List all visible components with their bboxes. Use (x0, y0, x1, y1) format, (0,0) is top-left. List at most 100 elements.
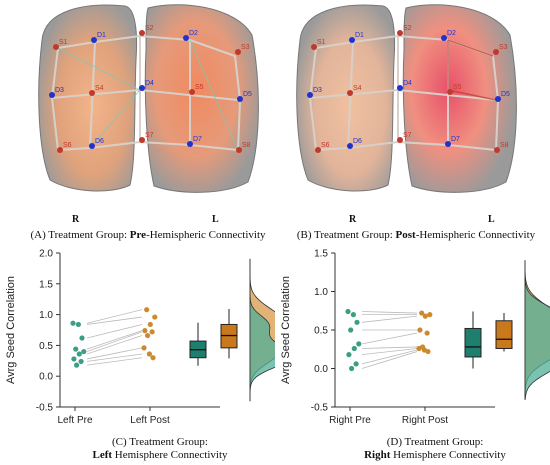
electrode-s3 (493, 49, 499, 55)
caption-B-bold: Post (395, 229, 416, 241)
caption-B: (B) Treatment Group: Post-Hemispheric Co… (282, 229, 550, 241)
chartC-ytick-label: 0.5 (39, 341, 53, 352)
electrode-s1 (53, 44, 59, 50)
chartD-pre-point (348, 327, 354, 333)
chartC-pre-point (75, 321, 81, 328)
caption-A-prefix: (A) Treatment Group: (30, 229, 130, 241)
chartC-post-point (150, 355, 156, 361)
chartC-post-point (142, 328, 148, 334)
brain-image-pre: S1 D1 S2 D2 S3 D3 S4 D4 S5 D5 S6 D6 S7 D7 S8 (38, 4, 259, 193)
label-L-B: L (488, 214, 495, 225)
electrode-s8 (494, 147, 500, 153)
electrode-d1 (349, 37, 355, 43)
caption-C-bold: Left (92, 449, 113, 461)
electrode-s4 (347, 90, 353, 96)
chartC-pre-point (81, 348, 87, 355)
electrode-d2 (441, 35, 447, 41)
electrode-d1 (91, 37, 97, 43)
chartD-pair-line (361, 351, 418, 369)
chartC-pre-point (70, 320, 76, 326)
electrode-d7 (445, 141, 451, 147)
chartC-post-point (145, 332, 151, 339)
electrode-label-s7: S7 (145, 132, 154, 139)
chartC-ylabel: Avrg Seed Correlation (5, 276, 17, 384)
electrode-label-d2: D2 (189, 30, 198, 37)
electrode-d4 (139, 85, 145, 91)
chartC-post-point (141, 345, 147, 351)
chartD-post-point (422, 313, 428, 319)
chartD-pre-point (351, 345, 357, 352)
chartC-pre-point (73, 346, 79, 352)
chartD-ylabel: Avrg Seed Correlation (280, 276, 292, 384)
electrode-s6 (57, 147, 63, 153)
left-hemisphere (144, 4, 259, 193)
chartD-pre-point (354, 319, 360, 325)
chartC-pair-line (86, 316, 143, 325)
chartD-post-point (424, 330, 430, 336)
caption-D-rest: Hemisphere Connectivity (390, 449, 506, 461)
electrode-label-d6: D6 (95, 138, 104, 145)
electrode-d5 (495, 96, 501, 102)
electrode-label-s6: S6 (63, 142, 72, 149)
chartC-post-point (146, 351, 152, 357)
electrode-label-d5: D5 (501, 91, 510, 98)
chartC-post-point (147, 321, 153, 328)
electrode-label-d5: D5 (243, 91, 252, 98)
chartD-xtick-label: Right Pre (329, 415, 371, 426)
caption-B-suffix: -Hemispheric Connectivity (415, 229, 536, 241)
chartC-pair-line (86, 330, 143, 350)
electrode-label-d4: D4 (403, 80, 412, 87)
electrode-label-s1: S1 (317, 39, 326, 46)
electrode-label-d3: D3 (313, 87, 322, 94)
chart-C: -0.5 0.0 0.5 1.0 1.5 2.0 Avrg Seed Correlation… (5, 249, 275, 426)
electrode-s7 (139, 137, 145, 143)
electrode-d4 (397, 85, 403, 91)
chartC-xtick-label: Left Pre (57, 415, 92, 426)
chartC-pre-point (71, 356, 77, 362)
electrode-d5 (237, 96, 243, 102)
caption-A-suffix: -Hemispheric Connectivity (146, 229, 266, 241)
chartC-pair-line (86, 347, 143, 360)
brain-image-post: S1 D1 S2 D2 S3 D3 S4 D4 S5 D5 S6 D6 S7 D7 S8 (296, 4, 517, 193)
electrode-d6 (347, 143, 353, 149)
chartD-post-point (417, 327, 423, 333)
chartD-xtick-label: Right Post (402, 415, 448, 426)
left-hemisphere (402, 4, 517, 193)
chartD-pair-line (361, 315, 418, 323)
chartD-box-pre (464, 327, 482, 358)
electrode-s5 (447, 89, 453, 95)
electrode-label-d7: D7 (193, 136, 202, 143)
caption-D-bold: Right (364, 449, 391, 461)
chartC-pair-line (86, 335, 143, 355)
electrode-label-d4: D4 (145, 80, 154, 87)
chartC-pair-line (86, 353, 143, 362)
chart-D: -0.5 0.0 0.5 1.0 1.5 Avrg Seed Correlation Rig… (280, 249, 550, 426)
chartD-pair-line (361, 349, 418, 365)
chartD-post-point (419, 310, 425, 316)
chartC-pre-point (79, 335, 85, 341)
chartC-pair-line (86, 309, 143, 324)
electrode-label-d6: D6 (353, 138, 362, 145)
chartC-xtick-label: Left Post (130, 415, 170, 426)
electrode-s6 (315, 147, 321, 153)
electrode-d3 (49, 92, 55, 98)
chartC-post-point (152, 314, 158, 320)
chartD-pair-line (361, 348, 418, 356)
electrode-label-d3: D3 (55, 87, 64, 94)
electrode-s7 (397, 137, 403, 143)
chartD-pair-line (361, 332, 418, 345)
electrode-d6 (89, 143, 95, 149)
caption-C-line1: (C) Treatment Group: (112, 436, 208, 448)
electrode-label-s6: S6 (321, 142, 330, 149)
chartC-post-point (149, 329, 155, 335)
caption-C-rest: Hemisphere Connectivity (112, 449, 228, 461)
chartD-ytick-label: -0.5 (311, 403, 329, 414)
chartC-pair-line (86, 324, 143, 339)
electrode-s2 (397, 30, 403, 36)
chartD-ytick-label: 0.0 (314, 364, 328, 375)
electrode-label-s4: S4 (353, 85, 362, 92)
electrode-label-s2: S2 (145, 25, 154, 32)
chartD-post-point (425, 348, 431, 355)
chartD-pre-point (345, 308, 351, 315)
electrode-label-d1: D1 (97, 32, 106, 39)
